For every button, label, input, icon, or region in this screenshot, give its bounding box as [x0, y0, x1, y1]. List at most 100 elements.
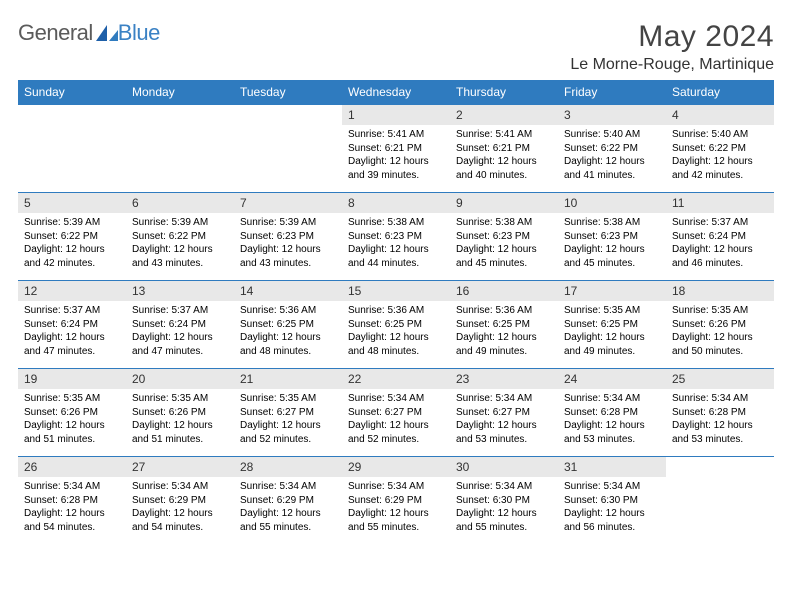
calendar-cell: 12Sunrise: 5:37 AMSunset: 6:24 PMDayligh… — [18, 281, 126, 369]
calendar-week-row: 19Sunrise: 5:35 AMSunset: 6:26 PMDayligh… — [18, 369, 774, 457]
day-details: Sunrise: 5:37 AMSunset: 6:24 PMDaylight:… — [126, 301, 234, 358]
day-number: 30 — [450, 457, 558, 477]
sail-icon — [96, 21, 118, 37]
day-details: Sunrise: 5:41 AMSunset: 6:21 PMDaylight:… — [342, 125, 450, 182]
day-number: 15 — [342, 281, 450, 301]
weekday-header: Monday — [126, 80, 234, 105]
day-details: Sunrise: 5:39 AMSunset: 6:22 PMDaylight:… — [126, 213, 234, 270]
calendar-cell: 30Sunrise: 5:34 AMSunset: 6:30 PMDayligh… — [450, 457, 558, 545]
calendar-cell — [126, 105, 234, 193]
header: General Blue May 2024 Le Morne-Rouge, Ma… — [18, 20, 774, 74]
day-details: Sunrise: 5:38 AMSunset: 6:23 PMDaylight:… — [342, 213, 450, 270]
calendar-cell: 27Sunrise: 5:34 AMSunset: 6:29 PMDayligh… — [126, 457, 234, 545]
day-details: Sunrise: 5:40 AMSunset: 6:22 PMDaylight:… — [558, 125, 666, 182]
day-number: 29 — [342, 457, 450, 477]
calendar-cell: 19Sunrise: 5:35 AMSunset: 6:26 PMDayligh… — [18, 369, 126, 457]
day-number: 13 — [126, 281, 234, 301]
day-details: Sunrise: 5:38 AMSunset: 6:23 PMDaylight:… — [558, 213, 666, 270]
calendar-cell: 31Sunrise: 5:34 AMSunset: 6:30 PMDayligh… — [558, 457, 666, 545]
day-details: Sunrise: 5:35 AMSunset: 6:27 PMDaylight:… — [234, 389, 342, 446]
day-number: 6 — [126, 193, 234, 213]
day-details: Sunrise: 5:34 AMSunset: 6:28 PMDaylight:… — [18, 477, 126, 534]
calendar-cell — [234, 105, 342, 193]
day-number: 5 — [18, 193, 126, 213]
calendar-cell: 14Sunrise: 5:36 AMSunset: 6:25 PMDayligh… — [234, 281, 342, 369]
calendar-cell: 26Sunrise: 5:34 AMSunset: 6:28 PMDayligh… — [18, 457, 126, 545]
day-details: Sunrise: 5:34 AMSunset: 6:30 PMDaylight:… — [558, 477, 666, 534]
calendar-week-row: 12Sunrise: 5:37 AMSunset: 6:24 PMDayligh… — [18, 281, 774, 369]
day-details: Sunrise: 5:35 AMSunset: 6:25 PMDaylight:… — [558, 301, 666, 358]
day-number: 3 — [558, 105, 666, 125]
weekday-header-row: SundayMondayTuesdayWednesdayThursdayFrid… — [18, 80, 774, 105]
day-details: Sunrise: 5:36 AMSunset: 6:25 PMDaylight:… — [234, 301, 342, 358]
day-number: 21 — [234, 369, 342, 389]
weekday-header: Saturday — [666, 80, 774, 105]
calendar-week-row: 5Sunrise: 5:39 AMSunset: 6:22 PMDaylight… — [18, 193, 774, 281]
calendar-cell: 15Sunrise: 5:36 AMSunset: 6:25 PMDayligh… — [342, 281, 450, 369]
calendar-cell: 22Sunrise: 5:34 AMSunset: 6:27 PMDayligh… — [342, 369, 450, 457]
day-number: 23 — [450, 369, 558, 389]
location-label: Le Morne-Rouge, Martinique — [570, 56, 774, 74]
weekday-header: Tuesday — [234, 80, 342, 105]
day-details: Sunrise: 5:34 AMSunset: 6:30 PMDaylight:… — [450, 477, 558, 534]
day-number: 19 — [18, 369, 126, 389]
brand-logo: General Blue — [18, 20, 160, 46]
calendar-cell: 9Sunrise: 5:38 AMSunset: 6:23 PMDaylight… — [450, 193, 558, 281]
calendar-cell: 10Sunrise: 5:38 AMSunset: 6:23 PMDayligh… — [558, 193, 666, 281]
brand-word1: General — [18, 20, 93, 46]
day-number: 25 — [666, 369, 774, 389]
day-number: 12 — [18, 281, 126, 301]
calendar-cell: 4Sunrise: 5:40 AMSunset: 6:22 PMDaylight… — [666, 105, 774, 193]
weekday-header: Wednesday — [342, 80, 450, 105]
page-title: May 2024 — [570, 20, 774, 54]
day-number: 16 — [450, 281, 558, 301]
calendar-cell: 20Sunrise: 5:35 AMSunset: 6:26 PMDayligh… — [126, 369, 234, 457]
day-details: Sunrise: 5:34 AMSunset: 6:29 PMDaylight:… — [126, 477, 234, 534]
day-number: 1 — [342, 105, 450, 125]
weekday-header: Sunday — [18, 80, 126, 105]
day-number: 2 — [450, 105, 558, 125]
day-details: Sunrise: 5:39 AMSunset: 6:23 PMDaylight:… — [234, 213, 342, 270]
calendar-cell: 6Sunrise: 5:39 AMSunset: 6:22 PMDaylight… — [126, 193, 234, 281]
calendar-cell — [18, 105, 126, 193]
calendar-cell: 8Sunrise: 5:38 AMSunset: 6:23 PMDaylight… — [342, 193, 450, 281]
day-number: 20 — [126, 369, 234, 389]
brand-word2: Blue — [118, 20, 160, 46]
day-number: 26 — [18, 457, 126, 477]
calendar-week-row: 26Sunrise: 5:34 AMSunset: 6:28 PMDayligh… — [18, 457, 774, 545]
calendar-cell — [666, 457, 774, 545]
day-number: 31 — [558, 457, 666, 477]
calendar-cell: 29Sunrise: 5:34 AMSunset: 6:29 PMDayligh… — [342, 457, 450, 545]
day-details: Sunrise: 5:35 AMSunset: 6:26 PMDaylight:… — [666, 301, 774, 358]
calendar-cell: 18Sunrise: 5:35 AMSunset: 6:26 PMDayligh… — [666, 281, 774, 369]
calendar-cell: 25Sunrise: 5:34 AMSunset: 6:28 PMDayligh… — [666, 369, 774, 457]
calendar-cell: 1Sunrise: 5:41 AMSunset: 6:21 PMDaylight… — [342, 105, 450, 193]
day-number: 22 — [342, 369, 450, 389]
day-details: Sunrise: 5:34 AMSunset: 6:28 PMDaylight:… — [558, 389, 666, 446]
day-details: Sunrise: 5:36 AMSunset: 6:25 PMDaylight:… — [450, 301, 558, 358]
calendar-week-row: 1Sunrise: 5:41 AMSunset: 6:21 PMDaylight… — [18, 105, 774, 193]
weekday-header: Thursday — [450, 80, 558, 105]
calendar-cell: 16Sunrise: 5:36 AMSunset: 6:25 PMDayligh… — [450, 281, 558, 369]
day-number: 10 — [558, 193, 666, 213]
calendar-cell: 24Sunrise: 5:34 AMSunset: 6:28 PMDayligh… — [558, 369, 666, 457]
day-details: Sunrise: 5:35 AMSunset: 6:26 PMDaylight:… — [18, 389, 126, 446]
day-details: Sunrise: 5:39 AMSunset: 6:22 PMDaylight:… — [18, 213, 126, 270]
calendar-cell: 2Sunrise: 5:41 AMSunset: 6:21 PMDaylight… — [450, 105, 558, 193]
day-number: 11 — [666, 193, 774, 213]
calendar-cell: 23Sunrise: 5:34 AMSunset: 6:27 PMDayligh… — [450, 369, 558, 457]
day-number: 4 — [666, 105, 774, 125]
calendar-cell: 17Sunrise: 5:35 AMSunset: 6:25 PMDayligh… — [558, 281, 666, 369]
day-number: 28 — [234, 457, 342, 477]
day-number: 18 — [666, 281, 774, 301]
day-details: Sunrise: 5:34 AMSunset: 6:27 PMDaylight:… — [450, 389, 558, 446]
day-details: Sunrise: 5:34 AMSunset: 6:28 PMDaylight:… — [666, 389, 774, 446]
day-details: Sunrise: 5:34 AMSunset: 6:29 PMDaylight:… — [342, 477, 450, 534]
calendar-cell: 13Sunrise: 5:37 AMSunset: 6:24 PMDayligh… — [126, 281, 234, 369]
day-details: Sunrise: 5:35 AMSunset: 6:26 PMDaylight:… — [126, 389, 234, 446]
day-number: 8 — [342, 193, 450, 213]
day-number: 24 — [558, 369, 666, 389]
calendar-cell: 5Sunrise: 5:39 AMSunset: 6:22 PMDaylight… — [18, 193, 126, 281]
day-details: Sunrise: 5:37 AMSunset: 6:24 PMDaylight:… — [666, 213, 774, 270]
calendar-cell: 21Sunrise: 5:35 AMSunset: 6:27 PMDayligh… — [234, 369, 342, 457]
